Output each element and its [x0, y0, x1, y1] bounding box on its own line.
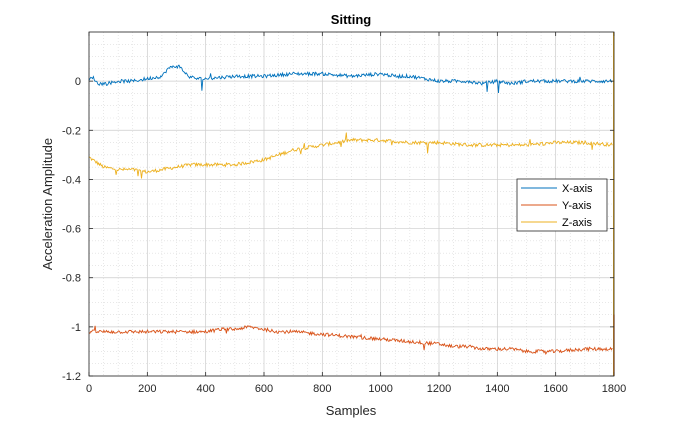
y-tick-label: -0.8 — [62, 273, 81, 285]
x-tick-label: 0 — [86, 383, 92, 395]
y-tick-label: -0.2 — [62, 125, 81, 137]
plot-border — [88, 31, 615, 377]
series-line-x-axis — [88, 64, 613, 94]
x-tick-label: 1400 — [485, 383, 509, 395]
x-tick-label: 400 — [196, 383, 214, 395]
y-tick-label: -0.4 — [62, 174, 81, 186]
y-tick-label: -1.2 — [62, 371, 81, 383]
y-axis-label: Acceleration Amplitude — [40, 138, 55, 270]
series-line-z-axis — [88, 132, 613, 179]
y-tick-label: -0.6 — [62, 224, 81, 236]
series-line-y-axis — [88, 325, 613, 355]
legend-label-z-axis: Z-axis — [562, 217, 592, 229]
x-tick-label: 1600 — [543, 383, 567, 395]
minor-grid — [89, 32, 614, 376]
ticks — [88, 32, 615, 377]
x-tick-label: 800 — [313, 383, 331, 395]
x-axis-label: Samples — [326, 403, 377, 418]
legend: X-axis Y-axis Z-axis — [516, 178, 608, 232]
legend-label-y-axis: Y-axis — [562, 200, 592, 212]
x-tick-label: 1200 — [427, 383, 451, 395]
x-tick-label: 1800 — [602, 383, 626, 395]
x-tick-label: 1000 — [368, 383, 392, 395]
tick-labels: 0 200 400 600 800 1000 1200 1400 1600 1800 -1.2 -1 -… — [62, 76, 626, 395]
legend-label-x-axis: X-axis — [562, 183, 593, 195]
x-tick-label: 600 — [255, 383, 273, 395]
y-tick-label: 0 — [75, 76, 81, 88]
y-tick-label: -1 — [71, 322, 81, 334]
x-tick-label: 200 — [138, 383, 156, 395]
chart-title: Sitting — [331, 12, 371, 27]
